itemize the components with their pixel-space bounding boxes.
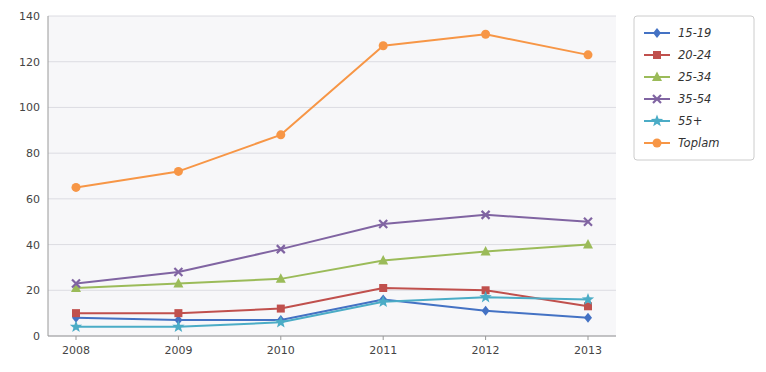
point <box>174 309 182 317</box>
grid-line <box>48 61 616 62</box>
x-tick <box>485 336 486 340</box>
point <box>277 245 285 253</box>
legend-label: 25-34 <box>678 70 711 84</box>
point <box>275 316 287 328</box>
x-tick-label: 2010 <box>267 344 295 357</box>
legend-item: 25-34 <box>644 70 711 84</box>
series-line <box>76 34 588 187</box>
y-axis: 0 20 40 60 80 100 120 140 <box>19 10 40 343</box>
point <box>378 255 388 265</box>
legend-item: 55+ <box>644 114 702 128</box>
point <box>72 183 81 192</box>
grid-line <box>48 16 616 17</box>
point <box>276 130 285 139</box>
legend-marker <box>653 95 661 103</box>
legend: 15-19 20-24 25-34 35-54 55+ Toplam <box>634 16 754 160</box>
series-line <box>76 288 588 313</box>
y-tick-label: 20 <box>26 284 40 297</box>
series <box>70 291 594 332</box>
legend-item: 35-54 <box>644 92 711 106</box>
point <box>481 30 490 39</box>
legend-label: 55+ <box>678 114 702 128</box>
legend-label: Toplam <box>678 136 719 150</box>
grid-line <box>48 107 616 108</box>
x-axis-line <box>48 336 616 337</box>
grid-line <box>48 198 616 199</box>
grid-line <box>48 244 616 245</box>
point <box>72 279 80 287</box>
legend-label: 15-19 <box>678 26 711 40</box>
y-tick-label: 60 <box>26 193 40 206</box>
point <box>379 220 387 228</box>
legend-box <box>634 16 754 160</box>
point <box>481 246 491 256</box>
x-tick <box>383 336 384 340</box>
point <box>379 284 387 292</box>
grid-line <box>48 336 616 337</box>
point <box>72 309 80 317</box>
legend-item: 20-24 <box>644 48 711 62</box>
legend-marker <box>651 115 663 127</box>
background <box>0 0 766 372</box>
legend-marker <box>653 51 661 59</box>
point <box>173 278 183 288</box>
grid-line <box>48 290 616 291</box>
point <box>584 313 592 323</box>
point <box>377 295 389 307</box>
y-axis-line <box>48 16 49 336</box>
y-tick-label: 120 <box>19 56 40 69</box>
x-tick-label: 2008 <box>62 344 90 357</box>
plot-area <box>48 16 616 336</box>
point <box>482 306 490 316</box>
grid-line <box>48 153 616 154</box>
chart: 0204060801001201402008200920102011201220… <box>0 0 766 372</box>
series-line <box>76 215 588 284</box>
point <box>482 211 490 219</box>
x-tick <box>178 336 179 340</box>
legend-item: 15-19 <box>644 26 711 40</box>
y-tick-label: 100 <box>19 101 40 114</box>
legend-item: Toplam <box>644 136 719 150</box>
legend-label: 35-54 <box>678 92 711 106</box>
y-tick-label: 80 <box>26 147 40 160</box>
x-tick <box>76 336 77 340</box>
series-line <box>76 299 588 320</box>
legend-marker <box>653 139 662 148</box>
x-tick-label: 2012 <box>472 344 500 357</box>
point <box>174 167 183 176</box>
x-tick-label: 2013 <box>574 344 602 357</box>
point <box>276 273 286 283</box>
point <box>584 218 592 226</box>
x-tick-label: 2009 <box>164 344 192 357</box>
y-tick-label: 140 <box>19 10 40 23</box>
legend-marker <box>652 72 662 82</box>
point <box>584 50 593 59</box>
point <box>277 305 285 313</box>
grid <box>48 16 616 336</box>
point <box>583 239 593 249</box>
series-line <box>76 297 588 327</box>
series <box>72 211 592 288</box>
point <box>479 291 491 303</box>
series-line <box>76 245 588 288</box>
marks <box>70 30 594 332</box>
point <box>174 268 182 276</box>
x-tick-label: 2011 <box>369 344 397 357</box>
point <box>172 320 184 332</box>
point <box>70 320 82 332</box>
x-tick <box>280 336 281 340</box>
point <box>379 41 388 50</box>
series <box>72 30 593 192</box>
legend-marker <box>653 28 661 38</box>
point <box>582 293 594 305</box>
y-tick-label: 40 <box>26 239 40 252</box>
series <box>71 239 593 292</box>
legend-label: 20-24 <box>678 48 711 62</box>
x-axis: 2008 2009 2010 2011 2012 2013 <box>62 336 602 357</box>
y-tick-label: 0 <box>33 330 40 343</box>
x-tick <box>588 336 589 340</box>
